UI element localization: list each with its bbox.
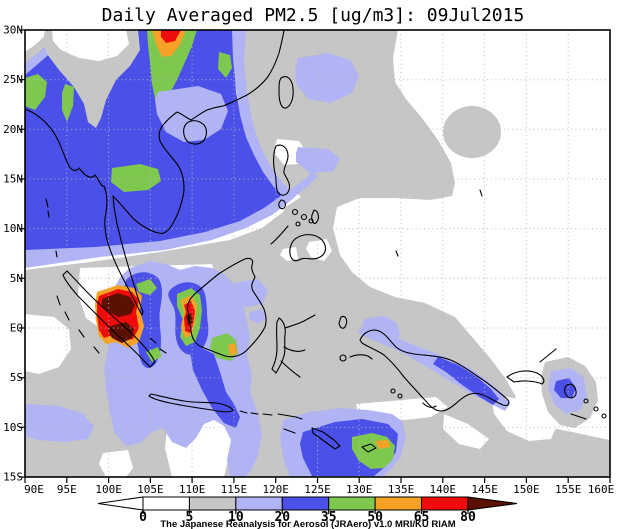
y-axis-label: 5N (10, 272, 23, 285)
y-axis-label: 10N (3, 222, 23, 235)
colorbar-segment (328, 496, 376, 511)
sumatra-hotspot-core (102, 293, 135, 317)
colorbar-segment (374, 496, 423, 511)
colorbar-arrow-right (467, 496, 518, 511)
y-axis-label: 15S (3, 471, 23, 484)
y-axis-label: 25N (3, 73, 23, 86)
x-axis-label: 100E (95, 483, 122, 496)
colorbar-segment (235, 496, 283, 511)
lavender-seams (25, 30, 359, 268)
x-axis-label: 95E (57, 483, 77, 496)
map-plot-area (25, 30, 610, 477)
contour-fill-darkred-hotspots (102, 293, 193, 343)
y-axis-label: 30N (3, 24, 23, 37)
x-axis-label: 120E (262, 483, 289, 496)
colorbar: 0 5 10 20 35 50 65 80 (97, 496, 518, 525)
y-axis-label: 15N (3, 173, 23, 186)
x-axis-label: 160E (588, 483, 615, 496)
x-axis-label: 105E (137, 483, 164, 496)
x-axis-label: 110E (179, 483, 206, 496)
y-axis-label: 10S (3, 421, 23, 434)
map-frame (19, 29, 611, 483)
small-green-patches (25, 52, 232, 192)
x-axis-labels: 90E 95E 100E 105E 110E 115E 120E 125E 130E 135E 14… (24, 483, 614, 496)
x-axis-label: 130E (346, 483, 373, 496)
colorbar-tick-label: 50 (367, 510, 383, 525)
colorbar-tick-label: 35 (321, 510, 337, 525)
x-axis-label: 140E (430, 483, 457, 496)
colorbar-segment (142, 496, 190, 511)
colorbar-tick-label: 5 (186, 510, 194, 525)
colorbar-segment (281, 496, 330, 511)
y-axis-labels: 30N 25N 20N 15N 10N 5N EQ 5S 10S 15S (3, 24, 23, 484)
colorbar-tick-label: 80 (460, 510, 476, 525)
dataset-credit: The Japanese Reanalysis for Aerosol (JRA… (160, 519, 455, 529)
colorbar-tick-label: 20 (274, 510, 290, 525)
colorbar-tick-label: 10 (228, 510, 244, 525)
topleft-white-blob (52, 30, 129, 61)
y-axis-label: 5S (10, 371, 23, 384)
coastlines (25, 30, 607, 453)
colorbar-arrow-left (97, 496, 144, 511)
x-axis-label: 135E (388, 483, 415, 496)
x-axis-label: 115E (221, 483, 248, 496)
y-axis-label: EQ (10, 322, 23, 335)
x-axis-label: 155E (555, 483, 582, 496)
colorbar-segment (188, 496, 237, 511)
graticule-gridlines (25, 30, 610, 477)
colorbar-tick-label: 0 (139, 510, 147, 525)
x-axis-label: 90E (24, 483, 44, 496)
colorbar-tick-label: 65 (414, 510, 430, 525)
y-axis-label: 20N (3, 123, 23, 136)
x-axis-label: 145E (471, 483, 498, 496)
chart-title: Daily Averaged PM2.5 [ug/m3]: 09Jul2015 (102, 5, 525, 26)
colorbar-segment (421, 496, 469, 511)
x-axis-label: 150E (513, 483, 540, 496)
x-axis-label: 125E (304, 483, 331, 496)
